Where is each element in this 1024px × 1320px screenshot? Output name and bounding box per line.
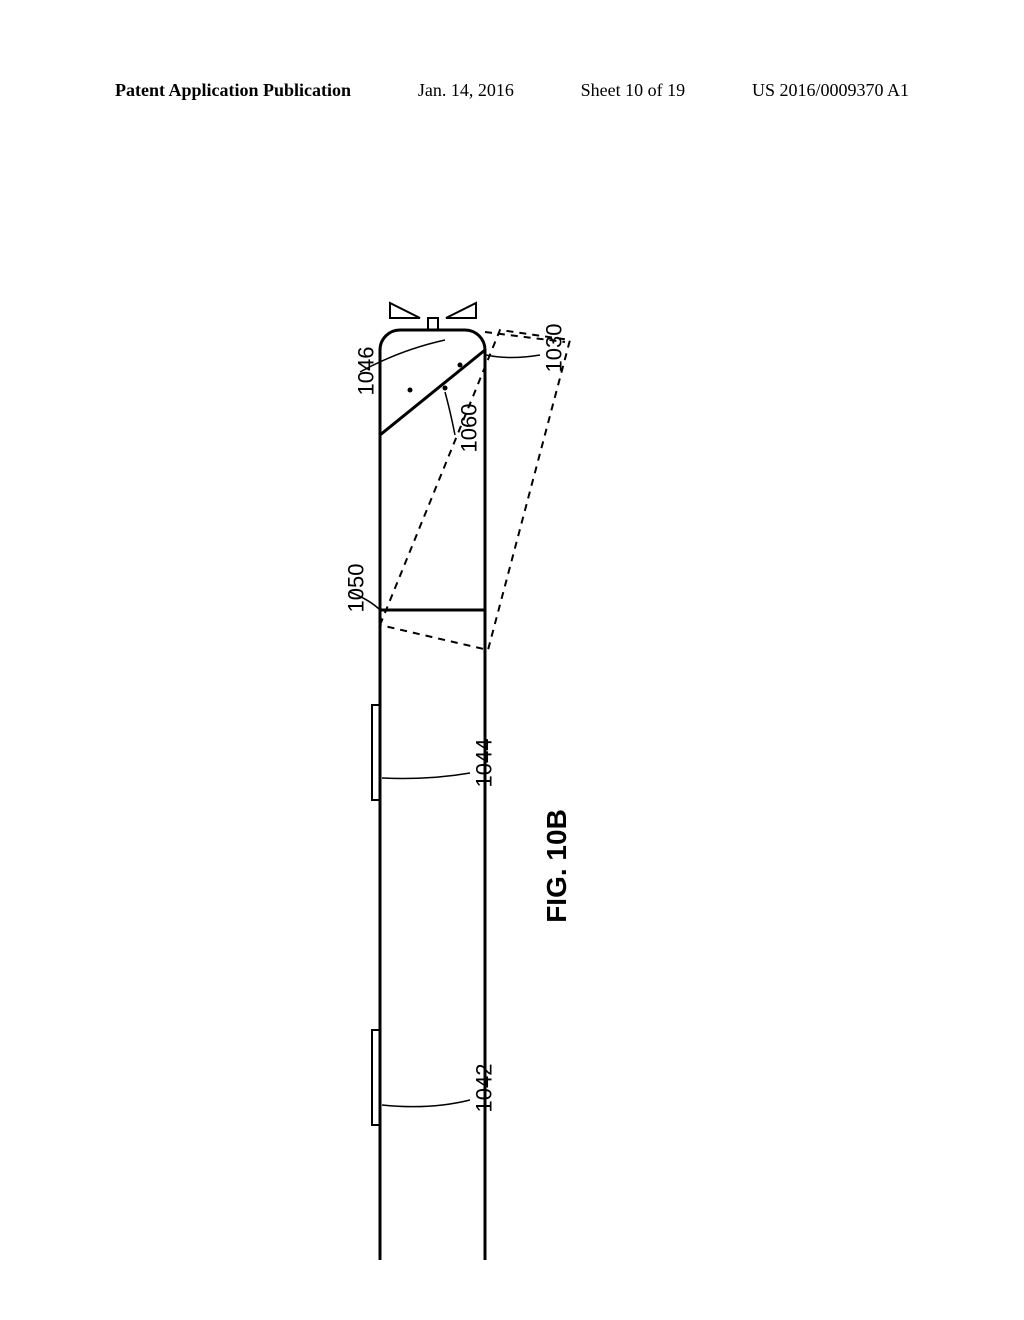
ref-1046: 1046 [353, 347, 379, 396]
sheet-label: Sheet 10 of 19 [581, 80, 685, 101]
docnum-label: US 2016/0009370 A1 [752, 80, 909, 101]
date-label: Jan. 14, 2016 [418, 80, 514, 101]
page-header: Patent Application Publication Jan. 14, … [0, 80, 1024, 101]
ref-1042: 1042 [471, 1064, 497, 1113]
ref-1044: 1044 [471, 739, 497, 788]
figure-label: FIG. 10B [541, 809, 573, 923]
ref-1030: 1030 [541, 324, 567, 373]
ref-1060: 1060 [456, 404, 482, 453]
patent-figure-svg [0, 160, 1024, 1260]
publication-label: Patent Application Publication [115, 80, 351, 101]
figure-container: FIG. 10B 1042 1044 1050 1046 1060 1030 [0, 160, 1024, 1260]
ref-1050: 1050 [343, 564, 369, 613]
